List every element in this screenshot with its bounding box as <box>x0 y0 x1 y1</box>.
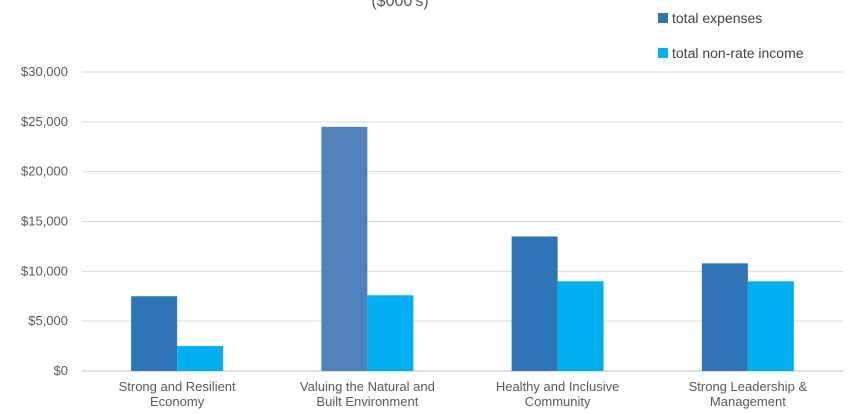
y-tick-label: $0 <box>54 363 68 378</box>
bar-total-expenses-valuing-the-natural-and-built-environment <box>321 126 368 371</box>
y-axis: $0 $5,000 $10,000 $15,000 $20,000 $25,000 $30,… <box>21 64 68 378</box>
chart-title: ($000's) <box>371 0 428 10</box>
y-tick-label: $10,000 <box>21 263 68 278</box>
bar-total-non-rate-income-strong-leadership-management <box>747 281 794 371</box>
x-axis: Strong and Resilient Economy Valuing the N… <box>119 379 808 409</box>
x-tick-label: Valuing the Natural and Built Environment <box>300 379 435 409</box>
x-tick-label: Strong and Resilient Economy <box>119 379 236 409</box>
bar-total-expenses-healthy-and-inclusive-community <box>511 236 558 371</box>
legend-swatch-total-expenses <box>658 13 668 23</box>
bar-total-expenses-strong-leadership-management <box>701 263 748 371</box>
y-tick-label: $30,000 <box>21 64 68 79</box>
legend-label-total-expenses: total expenses <box>672 10 762 26</box>
y-tick-label: $5,000 <box>28 313 68 328</box>
bar-total-non-rate-income-strong-and-resilient-economy <box>177 346 224 371</box>
bars <box>131 126 794 371</box>
x-tick-label: Healthy and Inclusive Community <box>496 379 620 409</box>
x-tick-label: Strong Leadership & Management <box>689 379 808 409</box>
y-tick-label: $20,000 <box>21 164 68 179</box>
y-tick-label: $15,000 <box>21 214 68 229</box>
y-tick-label: $25,000 <box>21 114 68 129</box>
bar-total-non-rate-income-valuing-the-natural-and-built-environment <box>367 295 414 371</box>
bar-total-expenses-strong-and-resilient-economy <box>131 296 178 371</box>
legend-label-total-non-rate-income: total non-rate income <box>672 45 804 61</box>
gridlines <box>82 71 843 372</box>
legend-swatch-total-non-rate-income <box>658 48 668 58</box>
bar-total-non-rate-income-healthy-and-inclusive-community <box>557 281 604 371</box>
legend: total expenses total non-rate income <box>658 10 804 61</box>
